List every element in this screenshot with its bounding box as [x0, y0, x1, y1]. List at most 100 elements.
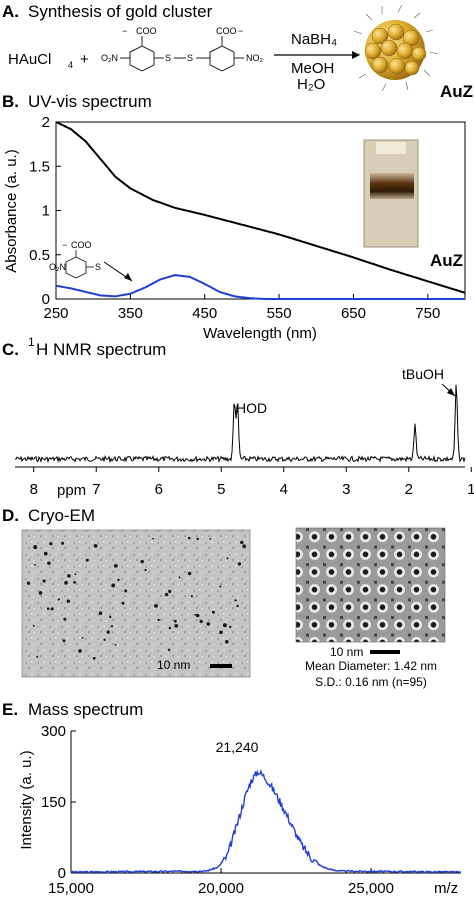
mass-x-tick-label: 20,000 — [198, 880, 244, 897]
cryoem-particle — [43, 551, 48, 556]
cryoem-particle — [190, 595, 193, 598]
nmr-hod-label: HOD — [236, 400, 267, 416]
cryoem-particle — [67, 574, 71, 578]
panel-c: C. 1 H NMR spectrum 8 7 6 5 4 3 2 1 HOD tBuOH p… — [2, 335, 474, 499]
cryoem-particle — [36, 655, 39, 658]
cryoem-particle — [109, 615, 112, 619]
cryoem-particle — [236, 604, 239, 608]
nmr-x-tick-label: 7 — [92, 481, 100, 498]
cryoem-particle — [46, 607, 50, 610]
mass-y-tick-label: 300 — [41, 723, 66, 740]
product-label-auz: AuZ — [440, 82, 473, 101]
mass-y-tick-label: 150 — [41, 794, 66, 811]
panel-e-letter: E. — [2, 700, 18, 719]
mass-x-tick-label: 25,000 — [348, 880, 394, 897]
nmr-x-tick-label: 6 — [155, 481, 163, 498]
ligand-sulfur-2: S — [187, 53, 193, 63]
cryoem-particle — [92, 656, 96, 660]
cryoem-particle — [234, 599, 237, 602]
uvvis-inset-structure — [65, 250, 94, 279]
cryoem-particle — [209, 538, 212, 540]
uvvis-y-tick-label: 1.5 — [29, 158, 50, 175]
nmr-x-tick-label: 1 — [467, 481, 474, 498]
nmr-chart: 8 7 6 5 4 3 2 1 — [14, 384, 474, 498]
cryoem-particle — [237, 562, 242, 566]
panel-c-title: H NMR spectrum — [36, 340, 166, 359]
nmr-ppm-unit: ppm — [57, 482, 86, 499]
panel-d: D. Cryo-EM 10 nm 10 nm Mean Diameter: 1.… — [2, 506, 446, 689]
cryoem-particle — [78, 649, 82, 653]
ligand-sulfur-1: S — [165, 53, 171, 63]
panel-e-title: Mass spectrum — [28, 700, 143, 719]
uvvis-x-tick-label: 250 — [43, 305, 68, 322]
uvvis-inset-no2: O₂N — [49, 262, 66, 272]
uvvis-x-label: Wavelength (nm) — [203, 325, 317, 342]
cryoem-particle — [85, 558, 89, 562]
cryoem-particle — [124, 589, 128, 593]
uvvis-x-tick-label: 750 — [415, 305, 440, 322]
cryoem-particle — [117, 578, 120, 582]
cryoem-particle — [64, 580, 68, 585]
ligand-coo-left-charge: − — [122, 26, 127, 36]
cryoem-particle — [194, 614, 197, 616]
cryoem-standard-deviation: S.D.: 0.16 nm (n=95) — [315, 675, 427, 689]
nmr-x-tick-label: 2 — [405, 481, 413, 498]
uvvis-y-tick-label: 0.5 — [29, 247, 50, 264]
cryoem-particle — [219, 630, 223, 635]
panel-b-letter: B. — [2, 92, 19, 111]
ligand-coo-right: COO — [216, 26, 237, 36]
cryoem-particle — [226, 557, 229, 560]
nmr-tbuoh-arrow-head — [447, 388, 455, 396]
uvvis-inset-arrow-head — [124, 273, 132, 281]
cryoem-particle — [144, 568, 147, 572]
cryoem-wide-image — [21, 529, 251, 678]
cryoem-particle — [113, 564, 118, 568]
cryoem-particle — [26, 581, 31, 585]
uvvis-chart: 250 350 450 550 650 750 0 0.5 1 1.5 2 — [29, 114, 466, 322]
uvvis-x-tick-label: 350 — [118, 305, 143, 322]
uvvis-inset-coo-charge: − — [62, 240, 67, 250]
panel-c-letter: C. — [2, 340, 19, 359]
uvvis-x-tick-label: 450 — [192, 305, 217, 322]
cryoem-particle — [242, 544, 246, 548]
uvvis-y-tick-label: 2 — [42, 114, 50, 131]
uvvis-series-line-ligand — [55, 274, 465, 300]
cryoem-particle — [240, 540, 244, 545]
cryoem-particle — [42, 579, 46, 583]
cryoem-particle — [93, 544, 98, 548]
cryoem-particle — [178, 576, 181, 579]
reagent-meoh: MeOH — [291, 60, 334, 77]
mass-y-tick-label: 0 — [58, 865, 66, 882]
uvvis-series-line-auz — [55, 121, 466, 294]
cryoem-particle — [196, 537, 199, 541]
uvvis-x-tick-label: 550 — [267, 305, 292, 322]
cryoem-particle — [187, 571, 192, 576]
uvvis-y-tick-label: 0 — [42, 291, 50, 308]
cryoem-particle — [81, 637, 84, 639]
cryoem-particle — [164, 592, 169, 597]
ligand-coo-left: COO — [136, 26, 157, 36]
nmr-x-tick-label: 3 — [342, 481, 350, 498]
cryoem-particle — [33, 545, 38, 550]
panel-b: B. UV-vis spectrum 250 350 450 550 650 750 0 0.… — [2, 92, 466, 342]
gel-inset — [363, 139, 419, 248]
nmr-tbuoh-label: tBuOH — [402, 366, 444, 382]
nmr-x-tick-label: 8 — [30, 481, 38, 498]
mass-x-tick-label: 15,000 — [48, 880, 94, 897]
mass-chart: 15,000 20,000 25,000 0 150 300 — [41, 723, 462, 897]
gold-cluster-illustration — [352, 4, 439, 92]
nmr-x-tick-label: 5 — [217, 481, 225, 498]
cryoem-particle — [63, 617, 67, 621]
panel-a: A. Synthesis of gold cluster HAuCl 4 + −… — [2, 2, 473, 101]
ligand-no2-right: NO₂ — [246, 53, 264, 63]
cryoem-particle — [225, 640, 229, 644]
cryoem-particle — [98, 611, 103, 615]
reactant-haucl-subscript: 4 — [68, 60, 73, 70]
cryoem-particle — [219, 585, 222, 588]
cryoem-particle — [168, 626, 172, 630]
uvvis-inset-coo: COO — [71, 240, 92, 250]
cryoem-particle — [111, 583, 116, 588]
cryoem-particle — [222, 623, 227, 628]
mass-peak-label: 21,240 — [216, 739, 259, 755]
cryoem-particle — [66, 599, 71, 603]
